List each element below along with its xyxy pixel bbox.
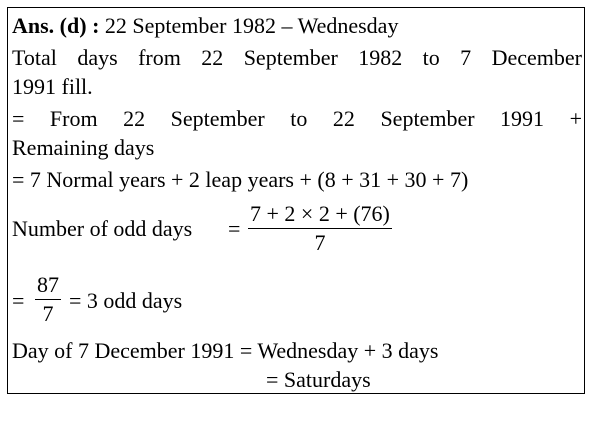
answer-box: Ans. (d) : 22 September 1982 – Wednesday…	[7, 7, 585, 394]
denominator: 7	[42, 301, 54, 326]
answer-line: Ans. (d) : 22 September 1982 – Wednesday	[12, 13, 398, 39]
answer-label: Ans. (d) :	[12, 13, 100, 38]
text-line: Remaining days	[12, 135, 155, 160]
numerator: 7 + 2 × 2 + (76)	[250, 201, 390, 226]
equals: =	[228, 216, 241, 241]
fraction-bar	[35, 299, 61, 300]
conclusion-line: = Saturdays	[266, 367, 371, 392]
answer-text: 22 September 1982 – Wednesday	[104, 13, 399, 38]
fraction-bar	[248, 228, 392, 229]
text-line: = From 22 September to 22 September 1991…	[12, 106, 582, 131]
text-line: = 7 Normal years + 2 leap years + (8 + 3…	[12, 167, 469, 192]
fraction: 7 + 2 × 2 + (76) 7	[248, 200, 392, 257]
text-line: Total days from 22 September 1982 to 7 D…	[12, 45, 582, 70]
equals: =	[12, 288, 25, 313]
numerator: 87	[37, 272, 59, 297]
fraction: 87 7	[35, 271, 61, 328]
denominator: 7	[314, 230, 326, 255]
text-line: 1991 fill.	[12, 74, 93, 99]
conclusion-line: Day of 7 December 1991 = Wednesday + 3 d…	[12, 338, 439, 363]
odd-days-label: Number of odd days	[12, 216, 193, 241]
result-text: = 3 odd days	[69, 288, 183, 313]
